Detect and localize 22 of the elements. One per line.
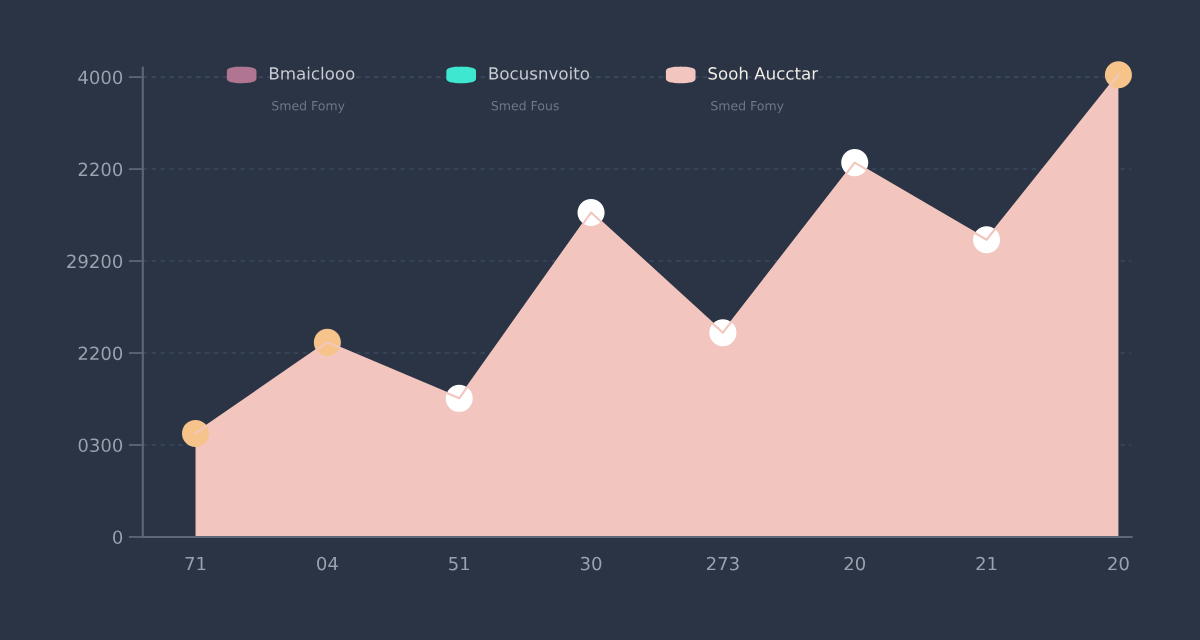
legend-label: Bmaiclooo	[270, 66, 355, 80]
x-tick-label: 20	[844, 556, 866, 571]
point	[1104, 61, 1132, 89]
text: 2200	[78, 346, 123, 361]
text: 4000	[78, 70, 123, 85]
x-tick-label: 51	[449, 556, 470, 571]
legend-label: Sooh Aucctar	[708, 66, 819, 80]
text: 29200	[67, 254, 123, 269]
text: 2200	[78, 162, 123, 177]
x-tick-label: 273	[706, 556, 739, 571]
x-tick-label: 71	[185, 556, 206, 571]
annotation: Smed Fomy	[272, 100, 345, 113]
x-tick-label: 04	[317, 556, 338, 571]
point	[182, 419, 210, 447]
annotation: Smed Fomy	[711, 100, 784, 113]
x-tick-label: 30	[580, 556, 602, 571]
x-tick-label: 21	[976, 556, 997, 571]
text: 0	[113, 530, 123, 545]
text: 0300	[78, 438, 123, 453]
legend-label: Bocusnvoito	[489, 66, 590, 80]
annotation: Smed Fous	[491, 100, 559, 111]
x-tick-label: 20	[1108, 556, 1129, 571]
